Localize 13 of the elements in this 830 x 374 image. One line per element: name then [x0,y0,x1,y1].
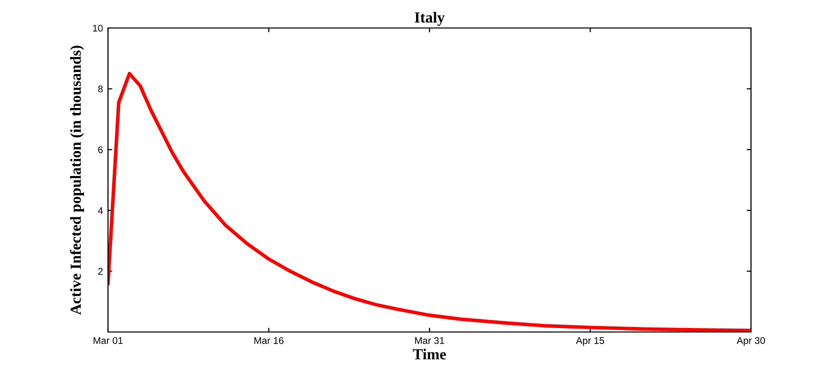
x-tick-label: Mar 01 [94,337,123,344]
y-tick-label: 6 [98,146,103,154]
y-tick-label: 4 [98,207,103,214]
x-tick-label: Mar 31 [415,337,444,344]
x-tick-label: Apr 15 [576,337,604,346]
y-axis-title: Active Infected population (in thousands) [70,46,84,315]
y-tick-label: 10 [93,24,103,32]
y-tick-label: 2 [98,268,103,275]
x-tick-label: Mar 16 [254,337,284,344]
x-tick-label: Apr 30 [736,337,765,346]
y-tick-label: 8 [98,86,103,92]
chart-title: Italy [414,12,445,26]
x-axis-title: Time [412,348,446,360]
